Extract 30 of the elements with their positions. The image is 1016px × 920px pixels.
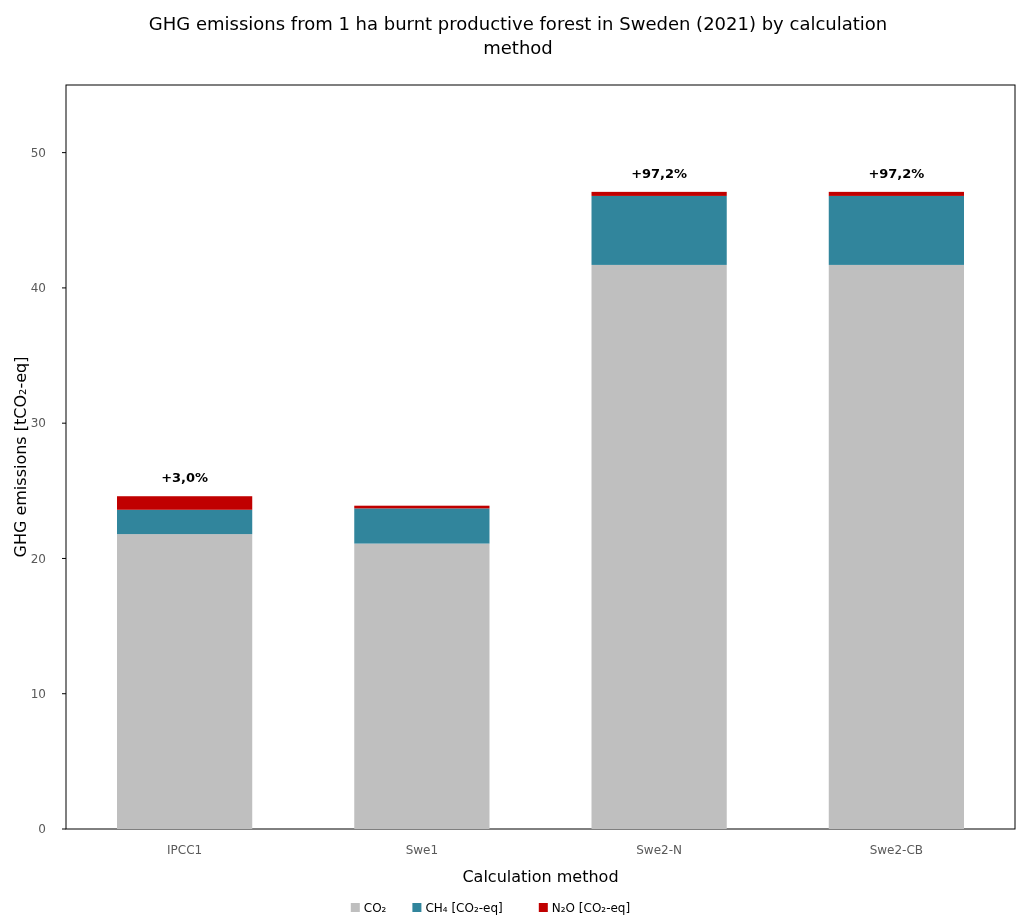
- bar: [828, 264, 964, 829]
- y-tick-label: 20: [30, 551, 46, 566]
- bar: [591, 264, 727, 829]
- x-tick-label: Swe2-CB: [869, 843, 924, 857]
- annotation: +97,2%: [631, 165, 688, 181]
- legend-label: N₂O [CO₂-eq]: [551, 901, 631, 915]
- legend-label: CH₄ [CO₂-eq]: [425, 901, 503, 915]
- x-tick-label: IPCC1: [167, 843, 203, 857]
- bar: [591, 191, 727, 196]
- annotation: +97,2%: [868, 165, 925, 181]
- y-tick-label: 0: [38, 822, 46, 837]
- chart-title: GHG emissions from 1 ha burnt productive forest in Sweden (2021) by calculation method: [148, 13, 888, 58]
- bar: [117, 534, 253, 829]
- bar: [354, 508, 490, 544]
- x-tick-label: Swe2-N: [636, 843, 683, 857]
- bar: [117, 509, 253, 535]
- y-axis-title: GHG emissions [tCO₂-eq]: [11, 356, 30, 558]
- bar: [828, 195, 964, 265]
- y-tick-label: 40: [30, 281, 46, 296]
- x-axis-title: Calculation method: [462, 867, 619, 886]
- bar: [117, 496, 253, 510]
- bar: [354, 543, 490, 829]
- bar: [828, 191, 964, 196]
- y-tick-label: 30: [30, 416, 46, 431]
- y-tick-label: 10: [30, 686, 46, 701]
- x-tick-label: Swe1: [405, 843, 439, 857]
- bar: [591, 195, 727, 265]
- legend-label: CO₂: [363, 901, 387, 915]
- annotation: +3,0%: [161, 470, 209, 486]
- y-tick-label: 50: [30, 145, 46, 160]
